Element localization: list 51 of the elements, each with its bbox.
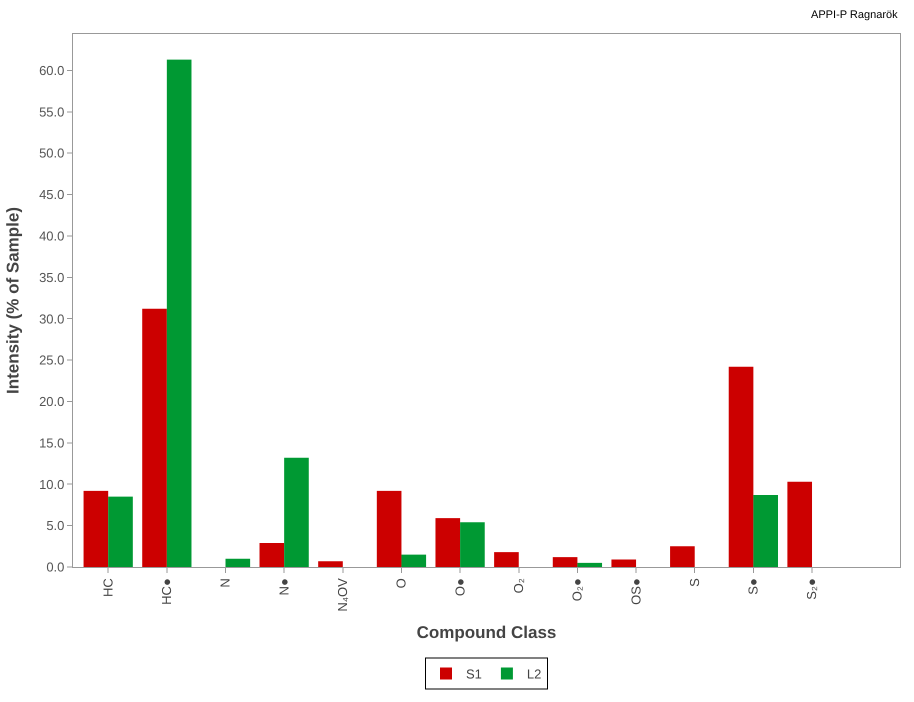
- y-tick-label: 10.0: [39, 476, 64, 492]
- x-tick-label: O●: [452, 578, 468, 596]
- legend-label: L2: [526, 666, 542, 682]
- y-tick-label: 40.0: [39, 228, 64, 244]
- x-tick-label: OS●: [628, 578, 644, 605]
- bar: [611, 560, 636, 567]
- x-tick-label: HC: [100, 578, 116, 597]
- y-tick-label: 15.0: [39, 435, 64, 450]
- bar: [552, 557, 578, 567]
- x-tick-label: S: [686, 578, 702, 587]
- bar: [166, 60, 192, 567]
- bar: [753, 495, 778, 567]
- bar: [494, 552, 519, 567]
- bar: [577, 562, 602, 567]
- y-tick-label: 45.0: [39, 187, 64, 202]
- bar: [84, 490, 108, 567]
- y-tick-label: 25.0: [39, 352, 64, 368]
- bar: [460, 522, 485, 567]
- x-tick-label: HC●: [159, 578, 174, 605]
- bar: [670, 546, 695, 567]
- bar: [260, 543, 284, 567]
- y-tick-label: 30.0: [39, 311, 64, 326]
- bar: [142, 308, 167, 567]
- bar: [435, 518, 460, 567]
- y-tick-label: 20.0: [39, 394, 64, 410]
- y-tick-label: 60.0: [39, 62, 64, 78]
- bar: [787, 482, 812, 567]
- y-tick-label: 55.0: [39, 104, 64, 120]
- bar: [318, 561, 343, 567]
- text: APPI-P Ragnarök: [811, 9, 898, 21]
- x-tick-label: N₄OV: [335, 578, 350, 612]
- y-tick-label: 5.0: [46, 518, 64, 534]
- bar: [728, 366, 754, 567]
- bar: [226, 558, 250, 567]
- legend-label: S1: [466, 666, 482, 682]
- x-tick-label: O₂●: [570, 578, 585, 602]
- x-tick-label: N: [218, 578, 233, 588]
- y-axis-title: Intensity (% of Sample): [4, 206, 23, 394]
- bar: [284, 458, 309, 567]
- x-axis-title: Compound Class: [416, 623, 556, 642]
- x-tick-label: S₂●: [804, 578, 820, 600]
- x-tick-label: O: [394, 578, 409, 588]
- bar: [401, 554, 426, 567]
- x-tick-label: S●: [746, 578, 761, 595]
- y-tick-label: 50.0: [39, 146, 64, 161]
- x-tick-label: O₂: [510, 578, 526, 594]
- y-tick-label: 0.0: [46, 560, 64, 575]
- bar: [376, 490, 402, 567]
- bar: [108, 496, 133, 567]
- x-tick-label: N●: [276, 578, 292, 596]
- y-tick-label: 35.0: [39, 270, 64, 285]
